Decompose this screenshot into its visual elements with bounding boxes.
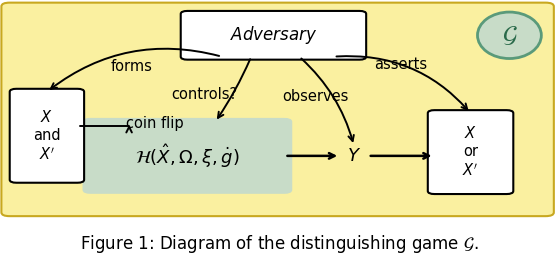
Text: Figure 1: Diagram of the distinguishing game $\mathcal{G}$.: Figure 1: Diagram of the distinguishing … xyxy=(80,233,478,255)
Text: forms: forms xyxy=(111,59,153,74)
FancyBboxPatch shape xyxy=(84,119,291,193)
Text: $\mathcal{H}(\hat{X}, \Omega, \xi, \dot{g})$: $\mathcal{H}(\hat{X}, \Omega, \xi, \dot{… xyxy=(135,142,240,170)
Ellipse shape xyxy=(478,12,541,59)
Text: coin flip: coin flip xyxy=(126,116,184,131)
Text: $\mathit{Adversary}$: $\mathit{Adversary}$ xyxy=(230,24,317,46)
Text: $\mathcal{G}$: $\mathcal{G}$ xyxy=(502,23,517,47)
FancyBboxPatch shape xyxy=(181,11,366,60)
Text: $X$
and
$X'$: $X$ and $X'$ xyxy=(33,109,61,163)
Text: observes: observes xyxy=(282,89,348,104)
Text: asserts: asserts xyxy=(374,57,428,72)
Text: $X$
or
$X'$: $X$ or $X'$ xyxy=(463,125,479,179)
FancyBboxPatch shape xyxy=(9,89,84,183)
FancyBboxPatch shape xyxy=(1,3,554,216)
FancyBboxPatch shape xyxy=(428,110,513,194)
Text: $Y$: $Y$ xyxy=(347,147,361,165)
Text: controls?: controls? xyxy=(171,87,237,102)
